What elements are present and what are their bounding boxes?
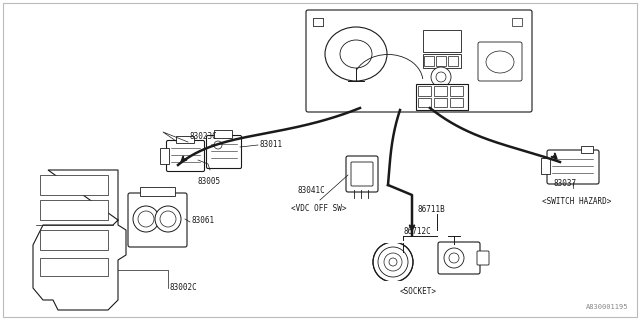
- FancyBboxPatch shape: [478, 42, 522, 81]
- Bar: [436, 56, 446, 66]
- Bar: [450, 98, 463, 107]
- Circle shape: [133, 206, 159, 232]
- Bar: [541, 158, 550, 174]
- Bar: [423, 30, 461, 52]
- Bar: [416, 84, 468, 110]
- Text: <SOCKET>: <SOCKET>: [400, 287, 437, 296]
- Bar: [418, 86, 431, 96]
- FancyBboxPatch shape: [166, 140, 205, 172]
- Bar: [448, 56, 458, 66]
- FancyBboxPatch shape: [207, 135, 241, 169]
- Bar: [313, 18, 323, 26]
- Bar: [418, 98, 431, 107]
- FancyBboxPatch shape: [128, 193, 187, 247]
- Bar: [450, 86, 463, 96]
- Text: 83002C: 83002C: [170, 284, 198, 292]
- Circle shape: [389, 258, 397, 266]
- Bar: [512, 18, 522, 26]
- Circle shape: [214, 141, 222, 149]
- Text: 83037: 83037: [553, 179, 576, 188]
- Bar: [423, 54, 461, 68]
- Ellipse shape: [340, 40, 372, 68]
- FancyBboxPatch shape: [438, 242, 480, 274]
- Bar: [434, 86, 447, 96]
- Circle shape: [160, 211, 176, 227]
- Text: 83005: 83005: [198, 177, 221, 186]
- Bar: [40, 258, 108, 276]
- Bar: [424, 56, 434, 66]
- Bar: [176, 136, 194, 143]
- FancyBboxPatch shape: [547, 150, 599, 184]
- Circle shape: [384, 253, 402, 271]
- FancyBboxPatch shape: [477, 251, 489, 265]
- Text: 83011: 83011: [260, 140, 283, 148]
- Circle shape: [431, 67, 451, 87]
- Bar: [40, 200, 108, 220]
- Circle shape: [138, 211, 154, 227]
- Text: 83041C: 83041C: [298, 186, 326, 195]
- Bar: [581, 146, 593, 153]
- Circle shape: [155, 206, 181, 232]
- Text: <SWITCH HAZARD>: <SWITCH HAZARD>: [542, 197, 611, 206]
- FancyBboxPatch shape: [351, 162, 373, 186]
- Circle shape: [373, 242, 413, 282]
- Circle shape: [449, 253, 459, 263]
- Bar: [434, 98, 447, 107]
- Circle shape: [378, 247, 408, 277]
- Text: A830001195: A830001195: [586, 304, 628, 310]
- Bar: [40, 175, 108, 195]
- Ellipse shape: [486, 51, 514, 73]
- Bar: [313, 18, 323, 26]
- Circle shape: [436, 72, 446, 82]
- Ellipse shape: [325, 27, 387, 81]
- Circle shape: [444, 248, 464, 268]
- Bar: [40, 230, 108, 250]
- Bar: [140, 187, 175, 196]
- Bar: [160, 148, 169, 164]
- Text: 86712C: 86712C: [403, 227, 431, 236]
- Bar: [214, 130, 232, 138]
- Text: <VDC OFF SW>: <VDC OFF SW>: [291, 204, 346, 213]
- Polygon shape: [33, 170, 126, 310]
- Text: 83061: 83061: [192, 215, 215, 225]
- FancyBboxPatch shape: [346, 156, 378, 192]
- FancyBboxPatch shape: [306, 10, 532, 112]
- Text: 86711B: 86711B: [418, 205, 445, 214]
- Text: 83023C: 83023C: [189, 132, 217, 141]
